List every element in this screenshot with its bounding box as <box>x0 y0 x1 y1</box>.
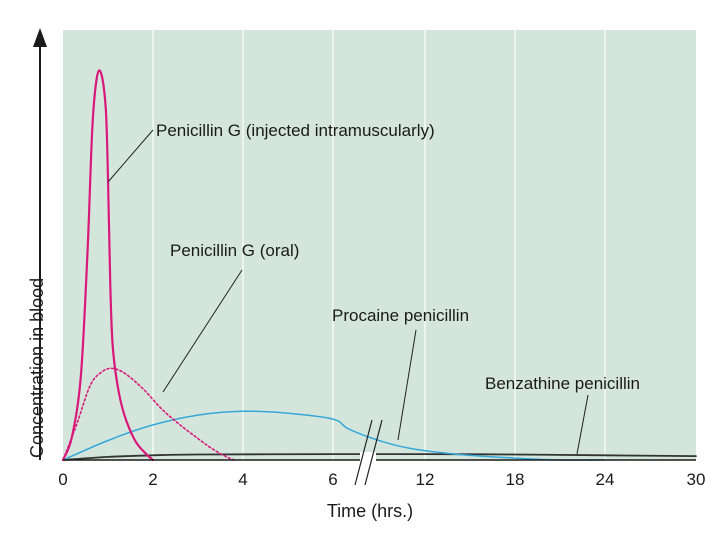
series-procaine-penicillin <box>62 410 606 461</box>
series-layer <box>61 69 697 462</box>
annotation-penicillin-g-im: Penicillin G (injected intramuscularly) <box>107 121 435 183</box>
series-penicillin-g-im <box>61 69 155 462</box>
label-benzathine: Benzathine penicillin <box>485 374 640 393</box>
label-procaine: Procaine penicillin <box>332 306 469 325</box>
x-tick-label-4: 4 <box>238 470 247 489</box>
x-tick-label-2: 2 <box>148 470 157 489</box>
series-benzathine-penicillin <box>62 453 697 461</box>
annotation-benzathine: Benzathine penicillin <box>485 374 640 455</box>
leader-line-procaine <box>397 329 417 441</box>
annotation-penicillin-g-oral: Penicillin G (oral) <box>162 241 299 393</box>
x-tick-labels: 0 2 4 6 12 18 24 30 <box>58 470 705 489</box>
label-penicillin-g-im: Penicillin G (injected intramuscularly) <box>156 121 435 140</box>
x-tick-label-30: 30 <box>687 470 706 489</box>
x-axis-label: Time (hrs.) <box>327 501 413 521</box>
x-tick-label-24: 24 <box>596 470 615 489</box>
leader-line-penicillin-g-oral <box>162 269 243 393</box>
grid <box>152 30 606 460</box>
series-penicillin-g-oral <box>62 367 235 461</box>
leader-line-penicillin-g-im <box>107 129 154 183</box>
label-penicillin-g-oral: Penicillin G (oral) <box>170 241 299 260</box>
x-tick-label-12: 12 <box>416 470 435 489</box>
plot-background <box>63 30 696 460</box>
leader-line-benzathine <box>576 394 589 455</box>
x-tick-label-0: 0 <box>58 470 67 489</box>
y-axis-arrowhead <box>33 28 47 47</box>
x-tick-label-6: 6 <box>328 470 337 489</box>
annotation-procaine: Procaine penicillin <box>332 306 469 441</box>
axis-break-mark <box>354 419 383 486</box>
y-axis-label: Concentration in blood <box>27 278 47 458</box>
x-tick-label-18: 18 <box>506 470 525 489</box>
